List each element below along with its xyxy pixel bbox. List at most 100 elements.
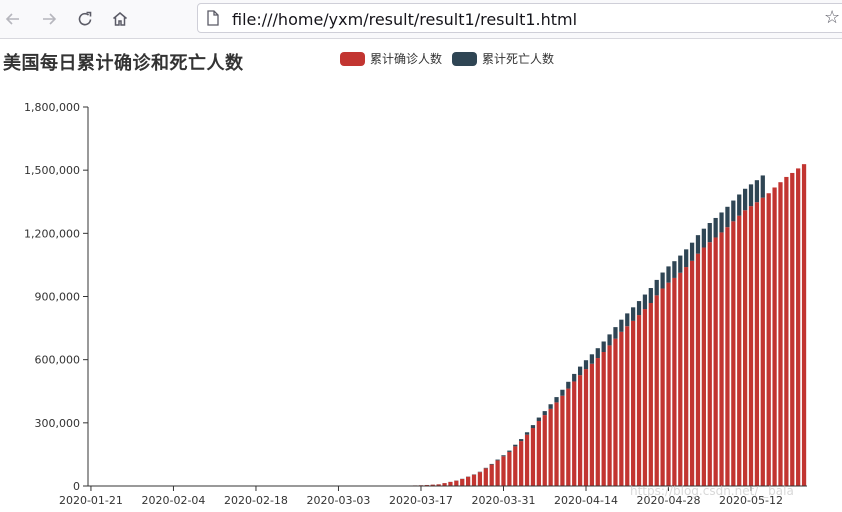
star-icon[interactable]: ☆ [824,7,841,27]
bar-confirmed [501,456,506,486]
address-bar[interactable]: file:///home/yxm/result/result1/result1.… [197,3,842,33]
back-button[interactable] [0,6,26,32]
bar-confirmed [742,210,748,486]
chart-title: 美国每日累计确诊和死亡人数 [3,53,244,74]
bar-confirmed [530,428,536,486]
bar-deaths [519,439,524,442]
bar-deaths [754,180,760,203]
bar-confirmed [766,193,771,486]
bar-deaths [572,373,577,382]
bar-deaths [501,455,506,457]
browser-toolbar: file:///home/yxm/result/result1/result1.… [0,0,842,39]
bar-deaths [725,206,730,228]
bar-deaths [684,249,689,268]
bar-confirmed [418,485,424,486]
bar-confirmed [613,338,618,486]
bar-deaths [536,417,541,422]
bar-deaths [542,411,547,416]
bar-confirmed [519,441,524,486]
bar-confirmed [636,315,642,486]
bar-deaths [737,194,742,216]
bar-confirmed [477,472,483,486]
forward-button[interactable] [36,6,62,32]
bar-confirmed [442,483,447,486]
bar-confirmed [619,331,624,486]
bar-confirmed [542,415,547,486]
bar-deaths [625,313,630,327]
bar-confirmed [754,202,760,486]
bar-confirmed [430,484,435,486]
bar-confirmed [737,215,742,486]
bar-confirmed [778,182,783,487]
y-tick-label: 900,000 [35,291,81,304]
bar-deaths [566,381,571,389]
bar-confirmed [784,176,789,487]
bar-confirmed [672,277,677,486]
bar-confirmed [625,326,630,486]
bar-deaths [731,200,736,222]
bar-deaths [707,223,712,243]
bar-deaths [678,255,683,273]
legend-swatch-deaths [452,51,477,66]
y-tick-label: 1,800,000 [24,101,80,114]
legend-label-deaths: 累计死亡人数 [482,52,555,66]
bar-deaths [583,360,589,370]
bar-confirmed [801,164,807,486]
bar-deaths [560,389,565,396]
y-tick-label: 600,000 [35,354,81,367]
bar-deaths [483,467,488,469]
bar-deaths [660,272,665,289]
bar-deaths [607,334,612,346]
bar-deaths [589,354,595,364]
bar-confirmed [601,352,606,486]
reload-button[interactable] [72,6,98,32]
bar-deaths [489,463,494,465]
legend-item-deaths[interactable]: 累计死亡人数 [452,50,554,67]
bar-confirmed [648,302,653,486]
y-tick-label: 1,200,000 [24,227,80,240]
bar-confirmed [748,206,754,486]
bar-confirmed [725,227,730,486]
bar-deaths [701,228,706,248]
home-icon [113,12,127,26]
bar-confirmed [589,363,595,486]
bar-confirmed [701,247,706,486]
bar-deaths [595,348,600,359]
home-button[interactable] [107,6,133,32]
bar-confirmed [554,402,559,486]
bar-confirmed [790,172,795,486]
y-tick-label: 300,000 [35,417,81,430]
arrow-left-icon [5,13,19,25]
bar-confirmed [577,375,583,486]
reload-icon [78,11,92,26]
bar-confirmed [760,197,765,486]
y-tick-label: 0 [73,480,80,493]
x-tick-label: 2020-02-18 [224,494,288,507]
legend-item-confirmed[interactable]: 累计确诊人数 [340,50,442,67]
bar-confirmed [507,451,512,486]
bar-deaths [513,444,518,447]
bar-deaths [642,294,648,310]
bar-confirmed [566,388,571,486]
bar-confirmed [483,468,488,486]
bar-confirmed [495,460,500,486]
bar-confirmed [460,478,465,486]
x-tick-label: 2020-02-04 [141,494,205,507]
bar-deaths [524,432,530,435]
bar-confirmed [560,395,565,486]
bar-confirmed [707,242,712,486]
bar-confirmed [513,446,518,486]
bar-confirmed [489,464,494,486]
bar-confirmed [660,288,665,486]
bar-deaths [601,341,606,353]
bar-deaths [760,175,765,198]
bar-deaths [554,397,559,403]
bar-deaths [619,319,624,332]
bar-confirmed [536,421,541,486]
bar-confirmed [631,320,636,486]
bar-confirmed [412,485,418,486]
bar-confirmed [642,309,648,486]
bar-deaths [613,327,618,339]
bar-confirmed [607,345,612,486]
